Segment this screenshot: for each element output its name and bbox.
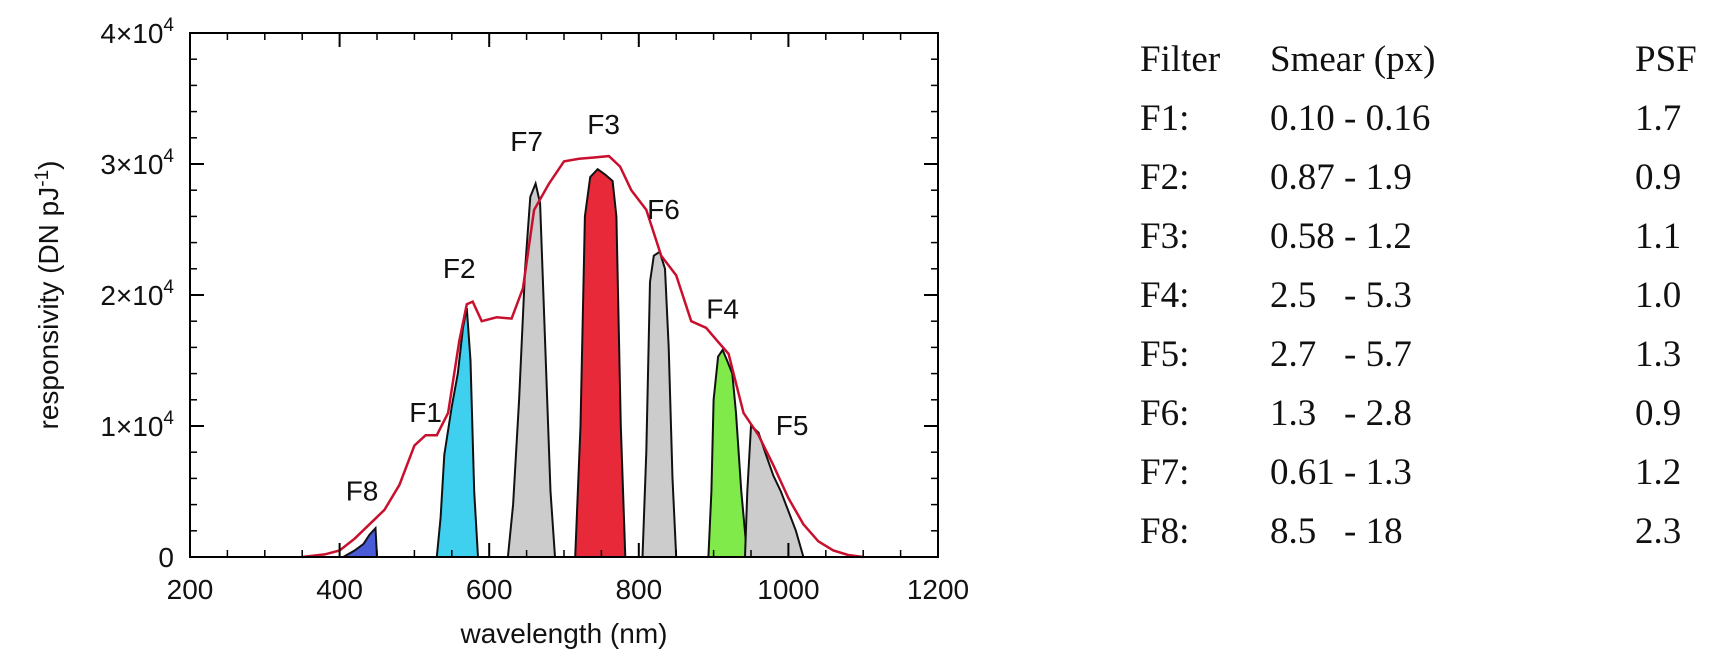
cell-psf: 1.7 (1635, 98, 1682, 139)
y-tick-label: 4×104 (100, 15, 174, 49)
cell-psf: 0.9 (1635, 393, 1682, 434)
envelope-curve (302, 154, 864, 559)
filter-label-f2: F2 (443, 253, 476, 284)
y-axis-title-main: responsivity (DN pJ (33, 187, 64, 430)
cell-filter: F2: (1140, 157, 1190, 198)
table-row: F7: 0.61 - 1.3 1.2 (1140, 443, 1720, 502)
y-tick-base: 4×10 (100, 18, 163, 49)
filter-label-f3: F3 (587, 109, 620, 140)
y-axis-title-end: ) (33, 161, 64, 170)
filter-label-f1: F1 (409, 397, 442, 428)
y-axis-title-exponent: -1 (32, 170, 53, 187)
header-filter: Filter (1140, 39, 1221, 80)
header-smear: Smear (px) (1270, 39, 1436, 80)
table-row: F1: 0.10 - 0.16 1.7 (1140, 89, 1720, 148)
y-tick-base: 1×10 (100, 411, 163, 442)
cell-filter: F5: (1140, 334, 1190, 375)
table-row: F2: 0.87 - 1.9 0.9 (1140, 148, 1720, 207)
cell-psf: 1.1 (1635, 216, 1682, 257)
table-row: F3: 0.58 - 1.2 1.1 (1140, 207, 1720, 266)
responsivity-chart: 200 400 600 800 1000 1200 0 1×104 2×104 3×104 4×10… (32, 15, 969, 649)
filter-label-f5: F5 (776, 410, 809, 441)
cell-psf: 2.3 (1635, 511, 1682, 552)
cell-psf: 1.2 (1635, 452, 1682, 493)
cell-filter: F7: (1140, 452, 1190, 493)
filter-area-f3 (574, 167, 627, 558)
filter-area-f5 (743, 423, 805, 558)
y-tick-base: 0 (158, 542, 174, 573)
x-axis-title: wavelength (nm) (460, 618, 668, 649)
cell-smear: 0.61 - 1.3 (1270, 452, 1412, 493)
y-tick-label: 3×104 (100, 146, 174, 180)
cell-smear: 0.10 - 0.16 (1270, 98, 1431, 139)
cell-psf: 1.3 (1635, 334, 1682, 375)
filter-table: Filter Smear (px) PSF F1: 0.10 - 0.16 1.… (1140, 30, 1720, 561)
filter-label-f6: F6 (647, 194, 680, 225)
cell-smear: 2.7 - 5.7 (1270, 334, 1412, 375)
cell-psf: 0.9 (1635, 157, 1682, 198)
filter-area-f4 (707, 347, 749, 558)
cell-smear: 2.5 - 5.3 (1270, 275, 1412, 316)
table-row: F8: 8.5 - 18 2.3 (1140, 502, 1720, 561)
filter-labels: F1 F8 F2 F7 F3 F6 F4 F5 (346, 109, 809, 507)
envelope-line-f1 (302, 154, 864, 559)
y-tick-label: 0 (158, 542, 174, 573)
cell-psf: 1.0 (1635, 275, 1682, 316)
table-header-row: Filter Smear (px) PSF (1140, 30, 1720, 89)
x-tick-label: 1200 (907, 574, 969, 605)
x-tick-label: 200 (167, 574, 214, 605)
y-tick-exponent: 4 (163, 146, 174, 167)
table-row: F4: 2.5 - 5.3 1.0 (1140, 266, 1720, 325)
axis-ticks: 200 400 600 800 1000 120001×1042×1043×1044×10… (100, 15, 969, 605)
filter-label-f8: F8 (346, 476, 379, 507)
x-tick-label: 800 (615, 574, 662, 605)
filter-label-f4: F4 (706, 294, 739, 325)
cell-filter: F4: (1140, 275, 1190, 316)
header-psf: PSF (1635, 39, 1697, 80)
y-tick-base: 2×10 (100, 280, 163, 311)
cell-filter: F3: (1140, 216, 1190, 257)
y-tick-exponent: 4 (163, 15, 174, 36)
filter-area-f6 (641, 250, 678, 558)
filter-label-f7: F7 (510, 126, 543, 157)
cell-smear: 8.5 - 18 (1270, 511, 1403, 552)
cell-smear: 0.58 - 1.2 (1270, 216, 1412, 257)
y-tick-label: 2×104 (100, 277, 174, 311)
y-tick-base: 3×10 (100, 149, 163, 180)
y-tick-exponent: 4 (163, 408, 174, 429)
cell-smear: 1.3 - 2.8 (1270, 393, 1412, 434)
cell-smear: 0.87 - 1.9 (1270, 157, 1412, 198)
cell-filter: F6: (1140, 393, 1190, 434)
x-tick-label: 400 (316, 574, 363, 605)
cell-filter: F8: (1140, 511, 1190, 552)
y-axis-title: responsivity (DN pJ-1) (32, 161, 64, 430)
y-tick-label: 1×104 (100, 408, 174, 442)
plot-frame (189, 32, 939, 558)
x-tick-label: 1000 (757, 574, 819, 605)
filter-area-f7 (506, 180, 557, 558)
chart-svg: 200 400 600 800 1000 120001×1042×1043×1044×10… (32, 15, 969, 649)
table-row: F6: 1.3 - 2.8 0.9 (1140, 384, 1720, 443)
x-tick-label: 600 (466, 574, 513, 605)
table-row: F5: 2.7 - 5.7 1.3 (1140, 325, 1720, 384)
y-tick-exponent: 4 (163, 277, 174, 298)
cell-filter: F1: (1140, 98, 1190, 139)
filter-curves (339, 167, 805, 558)
